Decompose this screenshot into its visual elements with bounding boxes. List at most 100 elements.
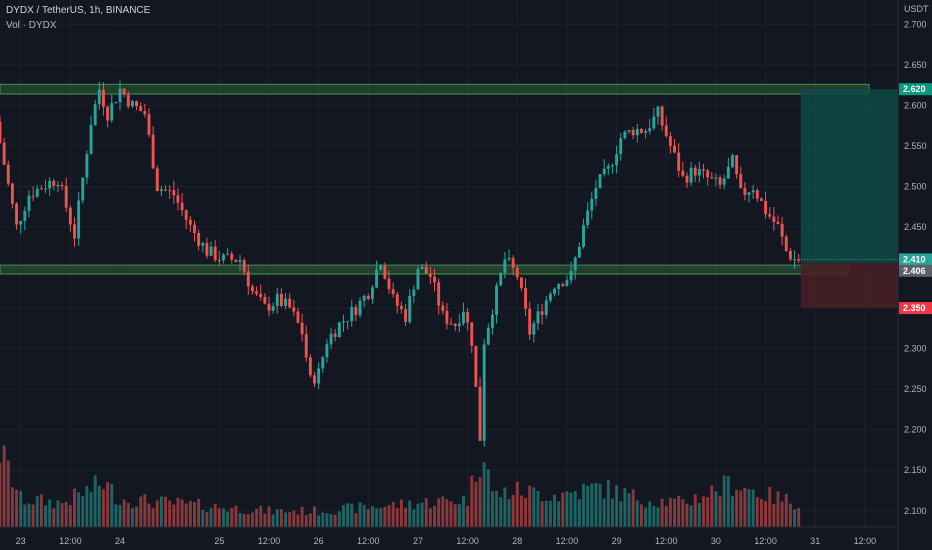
candle-body <box>0 121 2 143</box>
volume-bar <box>586 485 590 527</box>
volume-bar <box>731 495 734 527</box>
volume-bar <box>296 514 300 527</box>
candle-body <box>19 220 23 225</box>
volume-bar <box>602 498 606 527</box>
volume-bar <box>548 500 552 527</box>
volume-bar <box>693 494 697 527</box>
symbol-title[interactable]: DYDX / TetherUS, 1h, BINANCE <box>6 5 151 16</box>
volume-bar <box>325 513 329 527</box>
volume-bar <box>89 492 93 527</box>
y-tick-label: 2.600 <box>904 100 927 110</box>
volume-bar <box>275 509 279 527</box>
time-axis[interactable]: 23 12:00 24 25 12:00 26 12:00 27 12:00 28 12:00 29 1… <box>0 526 898 546</box>
volume-bar <box>561 492 565 527</box>
candle-body <box>226 253 230 255</box>
volume-bar <box>759 499 763 527</box>
volume-bar <box>726 476 730 527</box>
volume-bar <box>519 495 523 527</box>
volume-bar <box>81 495 85 527</box>
x-tick-label: 30 <box>711 536 721 546</box>
candle-body <box>230 253 234 260</box>
candle-body <box>114 102 118 104</box>
candle-body <box>27 195 31 211</box>
volume-indicator-label[interactable]: Vol · DYDX <box>6 20 57 31</box>
volume-bar <box>449 501 453 527</box>
volume-bar <box>428 508 432 527</box>
candle-body <box>788 251 792 260</box>
candle-body <box>594 187 598 199</box>
volume-bar <box>97 485 101 527</box>
volume-bar <box>209 507 213 527</box>
candle-body <box>313 375 316 384</box>
candle-body <box>710 177 714 179</box>
candle-body <box>519 277 523 289</box>
candle-body <box>250 286 254 292</box>
volume-bar <box>234 505 238 527</box>
volume-bar <box>197 498 201 527</box>
volume-bar <box>772 503 776 527</box>
target-area[interactable] <box>800 89 898 263</box>
volume-bar <box>126 503 130 527</box>
candle-body <box>118 88 122 103</box>
volume-bar <box>466 505 470 527</box>
x-tick-label: 12:00 <box>59 536 82 546</box>
volume-bar <box>180 499 184 527</box>
candle-body <box>755 190 759 199</box>
volume-bar <box>172 504 176 527</box>
candle-body <box>706 170 710 178</box>
candle-body <box>89 125 93 155</box>
candle-body <box>10 183 14 204</box>
candle-body <box>656 106 660 117</box>
volume-bar <box>528 485 532 527</box>
stop-area[interactable] <box>800 262 898 309</box>
volume-bars <box>0 445 801 527</box>
candle-body <box>681 170 685 176</box>
candle-body <box>544 300 548 315</box>
candle-body <box>648 128 652 132</box>
volume-bar <box>56 500 60 527</box>
volume-bar <box>764 501 768 527</box>
support-zone[interactable] <box>0 264 849 275</box>
volume-bar <box>788 503 792 527</box>
candle-body <box>135 101 139 107</box>
volume-bar <box>648 501 652 527</box>
candle-body <box>606 166 610 169</box>
candle-body <box>677 152 681 171</box>
candle-body <box>205 242 209 256</box>
volume-bar <box>35 496 39 527</box>
candle-body <box>321 357 325 369</box>
resistance-zone[interactable] <box>0 83 870 95</box>
volume-bar <box>255 508 259 527</box>
volume-bar <box>395 507 399 527</box>
candle-body <box>106 106 110 121</box>
volume-bar <box>288 512 292 527</box>
candle-body <box>201 242 205 246</box>
volume-bar <box>718 495 722 527</box>
candle-body <box>722 178 726 185</box>
candles <box>0 80 801 447</box>
candle-body <box>532 323 536 335</box>
candle-body <box>180 202 184 211</box>
candle-body <box>139 106 143 112</box>
candle-body <box>342 321 345 323</box>
volume-bar <box>93 475 97 527</box>
candle-body <box>408 295 412 322</box>
candle-body <box>176 195 180 203</box>
candle-body <box>697 168 701 176</box>
volume-bar <box>159 496 163 527</box>
candle-body <box>424 266 428 274</box>
candle-body <box>308 357 312 376</box>
volume-bar <box>292 510 296 527</box>
position-tool[interactable] <box>800 89 898 309</box>
volume-bar <box>573 491 577 527</box>
candle-body <box>97 89 101 105</box>
candle-body <box>155 168 159 192</box>
candle-body <box>797 259 801 261</box>
candle-body <box>362 295 366 301</box>
candle-body <box>2 142 6 165</box>
candle-body <box>370 287 374 299</box>
candle-body <box>528 308 532 335</box>
candle-body <box>478 386 482 441</box>
candle-body <box>768 214 772 217</box>
